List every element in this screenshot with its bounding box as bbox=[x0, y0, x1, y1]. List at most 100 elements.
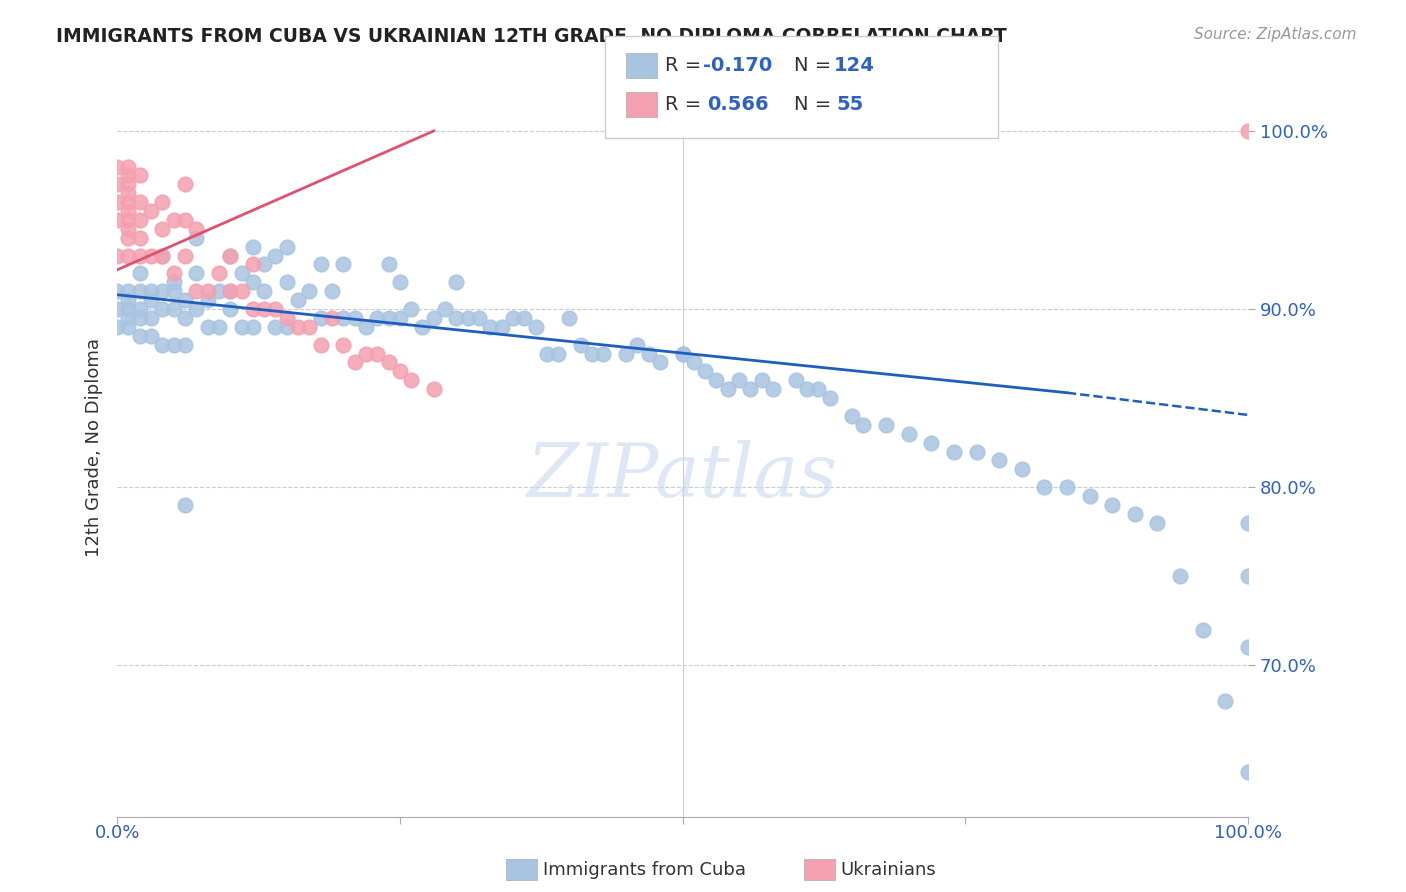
Point bbox=[1237, 569, 1260, 583]
Point bbox=[197, 293, 219, 307]
Point bbox=[1191, 623, 1213, 637]
Text: N =: N = bbox=[794, 95, 844, 114]
Point bbox=[671, 346, 693, 360]
Point bbox=[117, 204, 139, 219]
Point bbox=[298, 284, 321, 298]
Point bbox=[174, 249, 197, 263]
Point bbox=[343, 355, 366, 369]
Point bbox=[242, 301, 264, 316]
Point bbox=[1168, 569, 1191, 583]
Point bbox=[264, 301, 287, 316]
Point bbox=[1146, 516, 1168, 530]
Point bbox=[581, 346, 603, 360]
Point bbox=[388, 275, 411, 289]
Point bbox=[208, 319, 231, 334]
Point bbox=[105, 249, 128, 263]
Point bbox=[208, 284, 231, 298]
Text: 124: 124 bbox=[834, 55, 875, 75]
Point bbox=[105, 284, 128, 298]
Point bbox=[491, 319, 513, 334]
Point bbox=[502, 310, 524, 325]
Point bbox=[231, 319, 253, 334]
Point bbox=[117, 213, 139, 227]
Point bbox=[536, 346, 558, 360]
Point bbox=[942, 444, 965, 458]
Point bbox=[1237, 124, 1260, 138]
Point bbox=[174, 498, 197, 512]
Point bbox=[332, 258, 354, 272]
Point bbox=[128, 249, 150, 263]
Point bbox=[128, 284, 150, 298]
Point bbox=[479, 319, 502, 334]
Point bbox=[242, 258, 264, 272]
Point bbox=[468, 310, 491, 325]
Text: Ukrainians: Ukrainians bbox=[841, 861, 936, 879]
Point bbox=[354, 346, 377, 360]
Point bbox=[219, 249, 242, 263]
Text: -0.170: -0.170 bbox=[703, 55, 772, 75]
Point bbox=[626, 337, 648, 351]
Point bbox=[253, 284, 276, 298]
Point bbox=[377, 258, 399, 272]
Point bbox=[152, 301, 174, 316]
Point bbox=[524, 319, 547, 334]
Point bbox=[332, 337, 354, 351]
Point bbox=[152, 337, 174, 351]
Point bbox=[174, 293, 197, 307]
Point bbox=[105, 195, 128, 210]
Point bbox=[128, 328, 150, 343]
Point bbox=[695, 364, 717, 378]
Point bbox=[683, 355, 706, 369]
Point bbox=[762, 382, 785, 396]
Point bbox=[1213, 694, 1236, 708]
Point bbox=[592, 346, 614, 360]
Point bbox=[128, 310, 150, 325]
Point bbox=[988, 453, 1011, 467]
Point bbox=[139, 328, 162, 343]
Point bbox=[117, 319, 139, 334]
Point bbox=[740, 382, 762, 396]
Point bbox=[614, 346, 637, 360]
Text: 0.566: 0.566 bbox=[707, 95, 769, 114]
Point bbox=[152, 222, 174, 236]
Point bbox=[105, 301, 128, 316]
Point bbox=[152, 249, 174, 263]
Point bbox=[706, 373, 728, 387]
Point bbox=[920, 435, 942, 450]
Point bbox=[1101, 498, 1123, 512]
Point bbox=[117, 186, 139, 201]
Point bbox=[163, 213, 186, 227]
Point bbox=[139, 249, 162, 263]
Text: R =: R = bbox=[665, 55, 707, 75]
Point bbox=[139, 204, 162, 219]
Point bbox=[163, 275, 186, 289]
Text: Immigrants from Cuba: Immigrants from Cuba bbox=[543, 861, 745, 879]
Point bbox=[717, 382, 740, 396]
Point bbox=[117, 249, 139, 263]
Point bbox=[242, 240, 264, 254]
Point bbox=[569, 337, 592, 351]
Point bbox=[377, 310, 399, 325]
Point bbox=[1237, 640, 1260, 655]
Text: 55: 55 bbox=[837, 95, 863, 114]
Point bbox=[796, 382, 818, 396]
Point bbox=[186, 301, 208, 316]
Point bbox=[287, 293, 309, 307]
Text: Source: ZipAtlas.com: Source: ZipAtlas.com bbox=[1194, 27, 1357, 42]
Point bbox=[242, 275, 264, 289]
Point bbox=[105, 178, 128, 192]
Point bbox=[139, 284, 162, 298]
Point bbox=[807, 382, 830, 396]
Point bbox=[366, 346, 388, 360]
Point bbox=[309, 258, 332, 272]
Point bbox=[105, 160, 128, 174]
Point bbox=[117, 222, 139, 236]
Point bbox=[117, 160, 139, 174]
Point bbox=[152, 249, 174, 263]
Point bbox=[276, 240, 298, 254]
Point bbox=[897, 426, 920, 441]
Point bbox=[128, 213, 150, 227]
Point bbox=[547, 346, 569, 360]
Point bbox=[1237, 765, 1260, 780]
Point bbox=[186, 266, 208, 280]
